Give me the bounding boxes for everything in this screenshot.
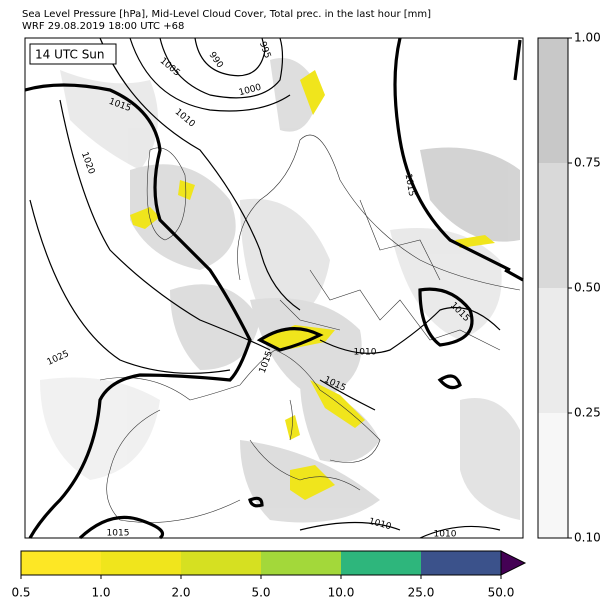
cloud-cover [40, 58, 520, 523]
colorbar-tick-label: 0.50 [574, 281, 601, 295]
colorbar-segment [421, 551, 501, 575]
contour-label: 1010 [354, 348, 377, 358]
colorbar-extend [500, 550, 527, 576]
colorbar-segment [21, 551, 101, 575]
colorbar-segment [181, 551, 261, 575]
colorbar-tick-label: 2.0 [171, 586, 190, 600]
time-label: 14 UTC Sun [35, 48, 105, 62]
precipitation [130, 70, 495, 500]
colorbar-segment [538, 163, 568, 288]
colorbar-tick-label: 0.25 [574, 406, 601, 420]
colorbar-tick-label: 10.0 [328, 586, 355, 600]
isobars [24, 37, 524, 540]
colorbar-tick-label: 50.0 [488, 586, 515, 600]
contour-label: 1015 [403, 173, 417, 197]
coastlines [99, 134, 521, 523]
title-line: Sea Level Pressure [hPa], Mid-Level Clou… [22, 9, 431, 20]
colorbar-tick-label: 5.0 [251, 586, 270, 600]
colorbar-tick-label: 1.0 [91, 586, 110, 600]
colorbar-segment [538, 38, 568, 163]
colorbar-segment [538, 413, 568, 538]
colorbar-tick-label: 0.75 [574, 156, 601, 170]
title-line: WRF 29.08.2019 18:00 UTC +68 [22, 21, 184, 32]
colorbar-segment [341, 551, 421, 575]
precip-colorbar: 0.5 1.0 2.0 5.0 10.0 25.0 50.0 [11, 550, 527, 600]
colorbar-tick-label: 0.10 [574, 531, 601, 545]
colorbar-tick-label: 1.00 [574, 31, 601, 45]
contour-label: 1015 [107, 529, 130, 539]
map: 995 990 1005 1000 1015 1010 1020 1025 10… [24, 37, 524, 540]
colorbar-tick-label: 25.0 [408, 586, 435, 600]
map-frame [24, 37, 524, 539]
colorbar-segment [101, 551, 181, 575]
time-label-box [29, 43, 117, 65]
cloud-colorbar: 0.10 0.25 0.50 0.75 1.00 [537, 31, 601, 545]
colorbar-segment [538, 288, 568, 413]
colorbar-tick-label: 0.5 [11, 586, 30, 600]
colorbar-segment [261, 551, 341, 575]
contour-label: 1010 [434, 530, 457, 540]
